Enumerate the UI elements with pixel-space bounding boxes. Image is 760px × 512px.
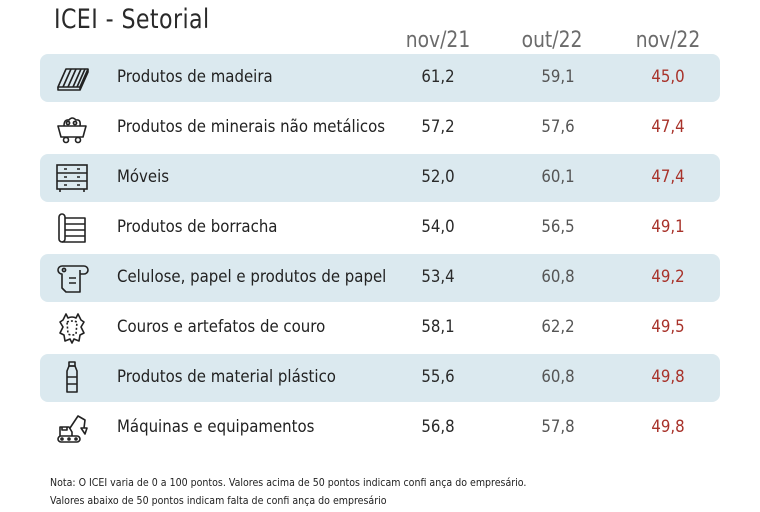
table-row: Máquinas e equipamentos 56,8 57,8 49,8 xyxy=(40,404,720,452)
table-row: Móveis 52,0 60,1 47,4 xyxy=(40,154,720,202)
sector-label: Produtos de minerais não metálicos xyxy=(117,117,386,137)
plastic-bottle-icon xyxy=(54,360,90,396)
sector-label: Produtos de madeira xyxy=(117,67,273,87)
value-cell-nov22: 47,4 xyxy=(651,117,685,137)
sector-label: Móveis xyxy=(117,167,170,187)
note-line-1: Nota: O ICEI varia de 0 a 100 pontos. Va… xyxy=(50,476,527,489)
dresser-icon xyxy=(54,160,90,196)
value-cell-out22: 60,8 xyxy=(541,267,575,287)
value-cell-nov22: 49,8 xyxy=(651,367,685,387)
paper-roll-icon xyxy=(54,260,90,296)
value-cell-nov22: 49,8 xyxy=(651,417,685,437)
value-cell-nov21: 52,0 xyxy=(421,167,455,187)
sector-label: Couros e artefatos de couro xyxy=(117,317,326,337)
column-header-out22: out/22 xyxy=(521,28,583,53)
value-cell-nov22: 45,0 xyxy=(651,67,685,87)
value-cell-nov22: 49,2 xyxy=(651,267,685,287)
value-cell-out22: 60,1 xyxy=(541,167,575,187)
value-cell-nov22: 47,4 xyxy=(651,167,685,187)
table-row: Produtos de material plástico 55,6 60,8 49,… xyxy=(40,354,720,402)
value-cell-nov21: 56,8 xyxy=(421,417,455,437)
value-cell-out22: 62,2 xyxy=(541,317,575,337)
table-row: Couros e artefatos de couro 58,1 62,2 49,5 xyxy=(40,304,720,352)
table-row: Produtos de madeira 61,2 59,1 45,0 xyxy=(40,54,720,102)
sector-label: Produtos de material plástico xyxy=(117,367,336,387)
value-cell-out22: 56,5 xyxy=(541,217,575,237)
rubber-mat-icon xyxy=(54,210,90,246)
column-header-nov22: nov/22 xyxy=(635,28,701,53)
value-cell-nov21: 57,2 xyxy=(421,117,455,137)
value-cell-out22: 59,1 xyxy=(541,67,575,87)
chart-title: ICEI - Setorial xyxy=(54,4,210,35)
sector-label: Celulose, papel e produtos de papel xyxy=(117,267,387,287)
sector-label: Máquinas e equipamentos xyxy=(117,417,315,437)
table-row: Produtos de minerais não metálicos 57,2 57… xyxy=(40,104,720,152)
value-cell-nov21: 58,1 xyxy=(421,317,455,337)
column-header-nov21: nov/21 xyxy=(405,28,471,53)
table-row: Celulose, papel e produtos de papel 53,4 6… xyxy=(40,254,720,302)
wood-planks-icon xyxy=(54,60,90,96)
value-cell-nov21: 61,2 xyxy=(421,67,455,87)
value-cell-nov21: 53,4 xyxy=(421,267,455,287)
sector-label: Produtos de borracha xyxy=(117,217,278,237)
mine-cart-icon xyxy=(54,110,90,146)
value-cell-out22: 57,6 xyxy=(541,117,575,137)
value-cell-nov21: 54,0 xyxy=(421,217,455,237)
value-cell-out22: 57,8 xyxy=(541,417,575,437)
table-row: Produtos de borracha 54,0 56,5 49,1 xyxy=(40,204,720,252)
value-cell-nov22: 49,5 xyxy=(651,317,685,337)
leather-hide-icon xyxy=(54,310,90,346)
value-cell-nov22: 49,1 xyxy=(651,217,685,237)
excavator-icon xyxy=(54,410,90,446)
value-cell-nov21: 55,6 xyxy=(421,367,455,387)
value-cell-out22: 60,8 xyxy=(541,367,575,387)
note-line-2: Valores abaixo de 50 pontos indicam falt… xyxy=(50,494,387,507)
